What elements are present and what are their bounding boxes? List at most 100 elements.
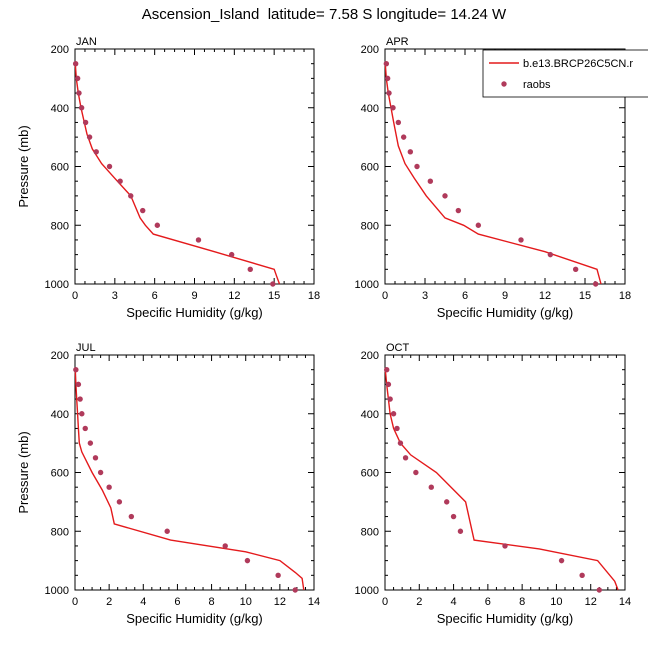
raobs-point <box>384 366 390 373</box>
legend-point-swatch <box>501 81 507 87</box>
raobs-point <box>75 381 82 388</box>
x-tick-label: 10 <box>550 596 562 608</box>
x-tick-label: 9 <box>502 290 508 302</box>
x-axis-label: Specific Humidity (g/kg) <box>437 305 574 320</box>
model-series-line <box>74 369 305 591</box>
plot-frame <box>384 354 626 591</box>
x-axis-label: Specific Humidity (g/kg) <box>437 611 574 626</box>
x-tick-label: 0 <box>382 596 388 608</box>
x-tick-label: 2 <box>416 596 422 608</box>
chart-panel-oct: 0 2 4 6 8 10 12 14 200 400 600 800 1000 OCT Specific H… <box>355 342 632 626</box>
raobs-point <box>558 557 565 564</box>
raobs-point <box>402 455 409 461</box>
plot-frame <box>74 354 315 591</box>
x-tick-label: 14 <box>619 596 631 608</box>
x-tick-label: 3 <box>112 290 118 302</box>
raobs-point <box>228 251 235 258</box>
y-tick-label: 800 <box>361 220 379 232</box>
y-tick-label: 800 <box>51 220 69 232</box>
x-tick-label: 4 <box>451 596 457 608</box>
chart-panel-jan: 0 3 6 9 12 15 18 200 400 600 800 1000 JAN Specific Hu… <box>16 36 320 320</box>
raobs-point <box>247 266 253 273</box>
raobs-point <box>428 484 434 490</box>
x-tick-label: 6 <box>462 290 468 302</box>
raobs-point <box>222 543 228 549</box>
x-tick-label: 15 <box>579 290 591 302</box>
raobs-point <box>450 513 457 520</box>
y-tick-label: 400 <box>51 409 69 421</box>
raobs-point <box>78 105 85 111</box>
raobs-point <box>442 193 448 199</box>
x-tick-label: 8 <box>519 596 525 608</box>
panel-title: JUL <box>76 342 96 354</box>
raobs-point <box>457 528 464 534</box>
y-tick-label: 600 <box>361 162 379 174</box>
raobs-point <box>86 134 93 140</box>
raobs-point <box>275 572 281 579</box>
x-tick-label: 4 <box>140 596 146 608</box>
x-tick-label: 3 <box>422 290 428 302</box>
raobs-point <box>73 366 79 373</box>
raobs-point <box>164 528 170 534</box>
raobs-point <box>547 251 554 258</box>
y-tick-label: 200 <box>361 350 379 362</box>
raobs-point <box>93 149 99 155</box>
raobs-point <box>140 207 146 214</box>
y-tick-label: 800 <box>361 526 379 538</box>
y-tick-label: 600 <box>51 162 69 174</box>
legend-model-label: b.e13.BRCP26C5CN.r <box>523 58 633 70</box>
x-tick-label: 0 <box>72 290 78 302</box>
x-tick-label: 10 <box>240 596 252 608</box>
y-tick-label: 1000 <box>45 279 69 291</box>
raobs-point <box>195 237 202 243</box>
y-tick-label: 1000 <box>45 585 69 597</box>
raobs-point <box>397 440 404 446</box>
raobs-point <box>502 543 508 549</box>
y-tick-label: 600 <box>51 468 69 480</box>
x-tick-label: 18 <box>308 290 320 302</box>
raobs-point <box>400 134 407 140</box>
x-tick-label: 12 <box>585 596 597 608</box>
legend: b.e13.BRCP26C5CN.r raobs <box>482 49 648 98</box>
raobs-point <box>592 281 599 287</box>
y-tick-label: 600 <box>361 468 379 480</box>
x-tick-label: 8 <box>209 596 215 608</box>
panel-title: JAN <box>76 36 97 48</box>
raobs-point <box>475 222 482 228</box>
raobs-point <box>97 469 104 476</box>
raobs-point <box>385 381 392 388</box>
raobs-point <box>414 163 420 170</box>
raobs-point <box>455 207 462 214</box>
x-tick-label: 12 <box>274 596 286 608</box>
y-tick-label: 200 <box>361 44 379 56</box>
panel-title: OCT <box>386 342 410 354</box>
raobs-point <box>384 75 391 82</box>
raobs-point <box>92 455 99 461</box>
x-axis-label: Specific Humidity (g/kg) <box>126 305 263 320</box>
x-tick-label: 12 <box>539 290 551 302</box>
x-tick-label: 18 <box>619 290 631 302</box>
x-tick-label: 14 <box>308 596 320 608</box>
x-tick-label: 6 <box>152 290 158 302</box>
figure-title: Ascension_Island latitude= 7.58 S longit… <box>141 6 507 23</box>
y-tick-label: 200 <box>51 44 69 56</box>
raobs-point <box>390 411 397 417</box>
y-tick-label: 1000 <box>355 279 379 291</box>
y-tick-label: 200 <box>51 350 69 362</box>
raobs-point <box>579 572 585 579</box>
raobs-point <box>74 75 81 82</box>
raobs-point <box>386 90 392 96</box>
raobs-point <box>106 484 112 490</box>
raobs-point <box>395 119 402 126</box>
raobs-point <box>87 440 94 446</box>
raobs-point <box>390 105 396 111</box>
raobs-point <box>76 90 82 96</box>
y-tick-label: 400 <box>51 103 69 115</box>
raobs-point <box>117 178 123 184</box>
x-tick-label: 15 <box>268 290 280 302</box>
x-tick-label: 6 <box>174 596 180 608</box>
raobs-point <box>270 281 276 287</box>
x-tick-label: 12 <box>228 290 240 302</box>
x-tick-label: 0 <box>382 290 388 302</box>
